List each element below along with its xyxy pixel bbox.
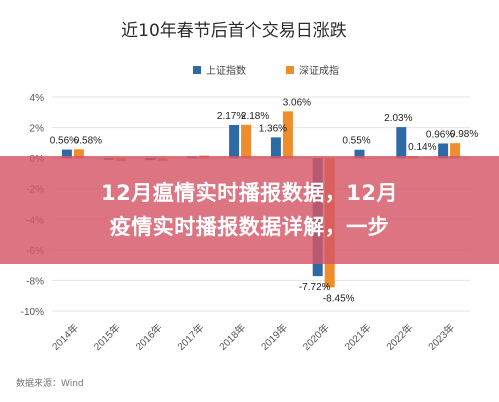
- data-label: 0.56%: [50, 136, 78, 147]
- y-tick-label: 4%: [30, 93, 45, 104]
- data-label: 2.03%: [384, 113, 412, 124]
- x-tick-label: 2022年: [383, 321, 415, 353]
- legend-swatch: [286, 66, 294, 74]
- x-tick-label: 2019年: [258, 321, 290, 353]
- data-label: 0.14%: [408, 142, 436, 153]
- data-label: -8.45%: [323, 293, 355, 304]
- data-label: -7.72%: [299, 282, 331, 293]
- data-label: 0.58%: [74, 135, 102, 146]
- x-axis: 2014年 2015年 2016年 2017年 2018年 2019年 2020年 2021年…: [49, 321, 457, 353]
- data-label: 2.17%: [217, 111, 245, 122]
- source-note: 数据来源：Wind: [16, 377, 84, 389]
- bar-shanghai: [354, 149, 365, 159]
- x-tick-label: 2014年: [49, 321, 81, 353]
- data-label: 2.18%: [241, 111, 269, 122]
- legend: 上证指数 深证成指: [193, 64, 339, 77]
- legend-swatch: [193, 66, 201, 74]
- data-label: 1.36%: [259, 123, 287, 134]
- x-tick-label: 2015年: [91, 321, 123, 353]
- headline-banner: 12月瘟情实时播报数据，12月 疫情实时播报数据详解，一步: [0, 156, 499, 264]
- x-tick-label: 2021年: [342, 321, 374, 353]
- legend-label: 深证成指: [299, 64, 339, 77]
- bar-shanghai: [396, 127, 407, 159]
- y-tick-label: -10%: [21, 307, 44, 318]
- x-tick-label: 2016年: [133, 321, 165, 353]
- y-tick-label: -8%: [26, 276, 44, 287]
- headline-line-2: 疫情实时播报数据详解，一步: [109, 215, 390, 239]
- x-tick-label: 2020年: [300, 321, 332, 353]
- data-label: 0.55%: [342, 136, 370, 147]
- data-labels: 0.56% 2.17% 1.36% -7.72% 0.55% 2.03% 0.96% 0.58…: [50, 97, 479, 304]
- data-label: 3.06%: [283, 97, 311, 108]
- bar-shenzhen: [450, 143, 461, 159]
- data-label: 0.96%: [426, 129, 454, 140]
- bar-shanghai: [438, 143, 449, 159]
- y-tick-label: 2%: [30, 124, 45, 135]
- bar-shenzhen: [282, 111, 293, 159]
- headline-line-1: 12月瘟情实时播报数据，12月: [101, 181, 398, 205]
- legend-label: 上证指数: [206, 64, 246, 77]
- bar-shanghai: [61, 149, 72, 159]
- chart-title: 近10年春节后首个交易日涨跌: [121, 21, 347, 41]
- x-tick-label: 2018年: [216, 321, 248, 353]
- x-tick-label: 2023年: [425, 321, 457, 353]
- x-tick-label: 2017年: [174, 321, 206, 353]
- bar-shanghai: [270, 137, 281, 159]
- data-label: 0.98%: [450, 129, 478, 140]
- bar-shenzhen: [73, 149, 84, 159]
- bar-shanghai: [229, 124, 240, 159]
- bar-shenzhen: [241, 124, 252, 159]
